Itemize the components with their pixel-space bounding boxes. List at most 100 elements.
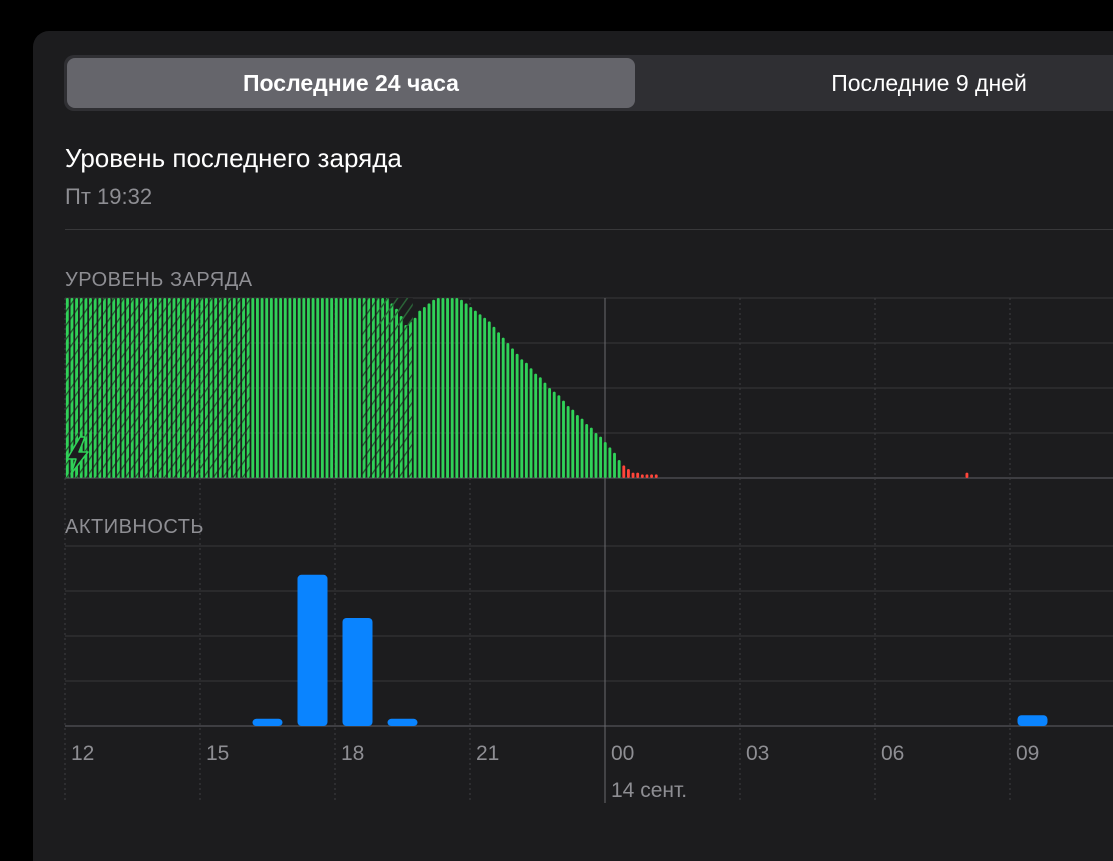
time-tick-label: 03 bbox=[746, 742, 769, 765]
battery-bar bbox=[566, 406, 570, 478]
battery-bar bbox=[469, 307, 473, 478]
battery-bar bbox=[529, 368, 533, 478]
battery-bar bbox=[330, 298, 334, 478]
battery-bar bbox=[594, 433, 598, 478]
battery-bar bbox=[534, 373, 538, 478]
battery-bar bbox=[181, 298, 185, 478]
battery-bar bbox=[237, 298, 241, 478]
battery-bar bbox=[121, 298, 125, 478]
battery-bar bbox=[473, 310, 477, 478]
battery-bar bbox=[358, 298, 361, 478]
battery-bar bbox=[552, 391, 556, 478]
battery-bar bbox=[325, 298, 329, 478]
battery-bar bbox=[265, 298, 269, 478]
battery-bar bbox=[441, 298, 445, 478]
battery-bar bbox=[98, 298, 102, 478]
battery-bar bbox=[102, 298, 106, 478]
last-charge-title: Уровень последнего заряда bbox=[65, 143, 402, 173]
time-tick-label: 09 bbox=[1016, 742, 1039, 765]
battery-bar bbox=[316, 298, 320, 478]
battery-bar bbox=[562, 400, 565, 478]
battery-bar bbox=[511, 348, 514, 478]
battery-bar bbox=[70, 298, 74, 478]
battery-bar bbox=[450, 298, 454, 478]
battery-bar bbox=[557, 395, 561, 478]
battery-bar bbox=[130, 298, 134, 478]
battery-bar bbox=[186, 298, 190, 478]
battery-bar bbox=[302, 298, 306, 478]
battery-bar bbox=[209, 298, 213, 478]
activity-bar bbox=[342, 618, 373, 726]
battery-bar bbox=[195, 298, 199, 478]
battery-bar bbox=[436, 298, 440, 478]
battery-bar bbox=[413, 317, 417, 478]
battery-bar bbox=[167, 298, 171, 478]
date-label: 14 сент. bbox=[611, 779, 687, 802]
battery-bar bbox=[79, 298, 83, 478]
battery-bar bbox=[371, 298, 375, 478]
battery-bar bbox=[140, 298, 143, 478]
battery-bar bbox=[149, 298, 153, 478]
battery-bar bbox=[158, 298, 162, 478]
battery-bar bbox=[200, 298, 204, 478]
battery-bar bbox=[75, 298, 79, 478]
battery-bar bbox=[640, 474, 644, 478]
battery-bar bbox=[381, 298, 385, 478]
battery-bar bbox=[395, 308, 398, 478]
battery-bar bbox=[320, 298, 324, 478]
battery-bar bbox=[376, 298, 380, 478]
time-axis: 12 15 18 21 00 03 06 09 14 сент. bbox=[71, 742, 1039, 802]
battery-bar bbox=[135, 298, 139, 478]
battery-bar bbox=[599, 436, 603, 478]
battery-bar bbox=[191, 298, 194, 478]
tab-last-9-days[interactable]: Последние 9 дней bbox=[831, 69, 1027, 96]
battery-bar bbox=[422, 307, 426, 478]
battery-bar bbox=[455, 298, 459, 478]
battery-bar bbox=[228, 298, 232, 478]
battery-bar bbox=[506, 343, 510, 478]
battery-bar bbox=[965, 472, 969, 478]
battery-bar bbox=[260, 298, 264, 478]
battery-bar bbox=[524, 362, 528, 478]
tab-last-24-hours[interactable]: Последние 24 часа bbox=[67, 58, 635, 108]
battery-bar bbox=[153, 298, 157, 478]
battery-bar bbox=[348, 298, 352, 478]
battery-bar bbox=[223, 298, 227, 478]
battery-bar bbox=[617, 460, 621, 478]
battery-level-heading: УРОВЕНЬ ЗАРЯДА bbox=[65, 269, 253, 291]
battery-bar bbox=[293, 298, 296, 478]
battery-bar bbox=[288, 298, 292, 478]
battery-bar bbox=[93, 298, 97, 478]
battery-bar bbox=[256, 298, 259, 478]
battery-bar bbox=[589, 427, 593, 478]
battery-bar bbox=[483, 317, 487, 478]
battery-bar bbox=[89, 298, 92, 478]
battery-bar bbox=[307, 298, 310, 478]
activity-bar bbox=[1017, 715, 1048, 726]
battery-bar bbox=[172, 298, 176, 478]
battery-bar bbox=[645, 474, 649, 478]
battery-bar bbox=[163, 298, 167, 478]
battery-bar bbox=[571, 409, 575, 478]
battery-bar bbox=[274, 298, 278, 478]
time-tick-label: 21 bbox=[476, 742, 499, 765]
battery-level-chart bbox=[65, 298, 969, 478]
last-charge-time: Пт 19:32 bbox=[65, 184, 153, 209]
battery-bar bbox=[204, 298, 208, 478]
battery-bar bbox=[399, 316, 403, 478]
battery-bar bbox=[218, 298, 222, 478]
time-tick-label: 15 bbox=[206, 742, 229, 765]
battery-bar bbox=[631, 472, 635, 478]
battery-bar bbox=[251, 298, 255, 478]
time-range-segmented-control: Последние 24 часа Последние 9 дней bbox=[64, 55, 1113, 111]
battery-bar bbox=[385, 298, 389, 478]
battery-bar bbox=[520, 359, 524, 478]
time-tick-label: 00 bbox=[611, 742, 634, 765]
battery-bar bbox=[654, 474, 658, 478]
battery-bar bbox=[427, 303, 431, 478]
time-tick-label: 06 bbox=[881, 742, 904, 765]
battery-bar bbox=[432, 299, 436, 478]
battery-bar bbox=[390, 303, 394, 478]
battery-bar bbox=[242, 298, 245, 478]
battery-bar bbox=[501, 337, 505, 478]
